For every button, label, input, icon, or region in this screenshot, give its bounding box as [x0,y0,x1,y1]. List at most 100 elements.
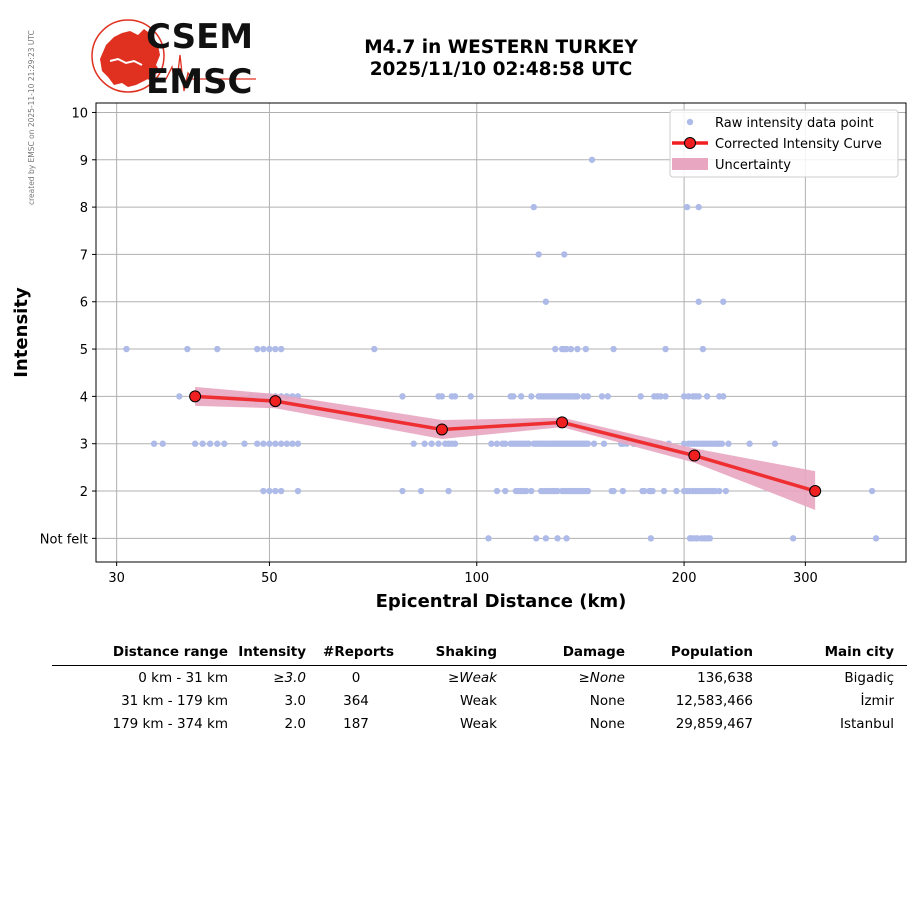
raw-intensity-point [657,393,664,400]
raw-intensity-point [191,440,199,447]
header-intensity: Intensity [236,640,314,666]
raw-intensity-point [584,440,592,447]
raw-intensity-point [445,487,452,495]
raw-intensity-point [266,487,273,495]
raw-intensity-point [260,345,267,353]
y-tick-label: 7 [80,248,88,263]
table-row: 31 km - 179 km 3.0 364 Weak None 12,583,… [52,689,907,712]
raw-intensity-point [428,440,435,447]
raw-intensity-point [567,345,575,353]
raw-intensity-point [600,440,608,447]
raw-intensity-point [563,345,570,353]
raw-intensity-point [272,487,279,495]
raw-intensity-point [588,156,596,163]
raw-intensity-point [502,440,509,447]
corrected-curve-marker [688,449,701,462]
raw-intensity-point [525,440,532,447]
logo-text-top: CSEM [146,17,253,57]
x-tick-label: 30 [108,571,125,586]
raw-intensity-point [123,345,130,353]
cell-intensity: 3.0 [284,693,306,709]
cell-reports: 0 [351,670,361,686]
legend-raw-marker [686,118,694,126]
y-tick-label: 2 [80,485,88,500]
raw-intensity-point [716,487,723,495]
raw-intensity-point [221,440,228,447]
y-tick-label: 8 [80,201,88,216]
corrected-curve-line [195,394,816,493]
raw-intensity-point [451,393,459,400]
cell-reports: 187 [343,716,369,732]
raw-intensity-point [528,393,535,400]
cell-distance: 179 km - 374 km [112,716,228,732]
legend-label: Uncertainty [715,158,791,173]
raw-intensity-point [554,535,561,542]
raw-intensity-point [604,393,612,400]
raw-intensity-point [695,203,702,211]
x-tick-label: 300 [793,571,818,586]
raw-intensity-point [517,393,525,400]
raw-intensity-point [176,393,183,400]
raw-intensity-point [584,487,592,495]
raw-intensity-point [399,487,406,495]
corrected-curve-marker [189,390,202,403]
raw-intensity-point [662,393,669,400]
header-shaking: Shaking [402,640,505,666]
raw-intensity-point [272,345,279,353]
raw-intensity-point [722,487,730,495]
raw-intensity-point [510,393,517,400]
cell-population: 12,583,466 [675,693,753,709]
raw-intensity-point [574,345,581,353]
raw-intensity-point [574,393,581,400]
raw-intensity-point [680,440,688,447]
intensity-table: Distance range Intensity #Reports Shakin… [52,640,907,735]
raw-intensity-point [610,345,617,353]
raw-intensity-point [410,440,417,447]
header-reports: #Reports [314,640,402,666]
intensity-chart: 30 50 100 200 300 Not felt 2 3 4 5 6 7 8 9 10 Epicentra… [11,102,907,612]
raw-intensity-point [695,298,702,305]
cell-damage: None [589,693,625,709]
raw-intensity-point [619,487,627,495]
raw-intensity-point [184,345,191,353]
cell-distance: 31 km - 179 km [121,693,228,709]
cell-intensity: 2.0 [284,716,306,732]
header-distance: Distance range [52,640,236,666]
raw-intensity-point [272,440,279,447]
corrected-curve-marker [809,485,822,498]
raw-intensity-point [695,393,702,400]
raw-intensity-point [703,393,711,400]
cell-population: 136,638 [697,670,753,686]
raw-intensity-point [746,440,753,447]
raw-intensity-point [673,487,680,495]
raw-intensity-point [277,440,285,447]
cell-shaking: Weak [460,716,497,732]
legend-uncertainty-swatch [672,158,708,170]
x-tick-label: 200 [672,571,697,586]
y-tick-label: 9 [80,154,88,169]
raw-intensity-point [640,487,648,495]
legend-label: Raw intensity data point [715,116,874,131]
raw-intensity-point [706,535,714,542]
title-line-2: 2025/11/10 02:48:58 UTC [369,59,633,80]
cell-intensity: ≥3.0 [273,670,306,686]
raw-intensity-point [530,203,537,211]
table-header-row: Distance range Intensity #Reports Shakin… [52,640,907,666]
cell-main-city: İzmir [860,693,894,709]
table-row: 179 km - 374 km 2.0 187 Weak None 29,859… [52,712,907,735]
raw-intensity-point [523,487,530,495]
raw-intensity-point [289,440,296,447]
raw-intensity-point [266,440,273,447]
raw-intensity-point [720,393,727,400]
raw-intensity-point [872,535,880,542]
raw-intensity-point [610,487,617,495]
raw-intensity-point [680,393,688,400]
raw-intensity-point [150,440,158,447]
raw-intensity-point [699,345,707,353]
legend-curve-marker [684,137,696,149]
raw-intensity-point [502,487,509,495]
title-line-1: M4.7 in WESTERN TURKEY [364,37,638,58]
corrected-curve-marker [435,423,448,436]
raw-intensity-point [493,440,501,447]
raw-intensity-point [542,298,550,305]
